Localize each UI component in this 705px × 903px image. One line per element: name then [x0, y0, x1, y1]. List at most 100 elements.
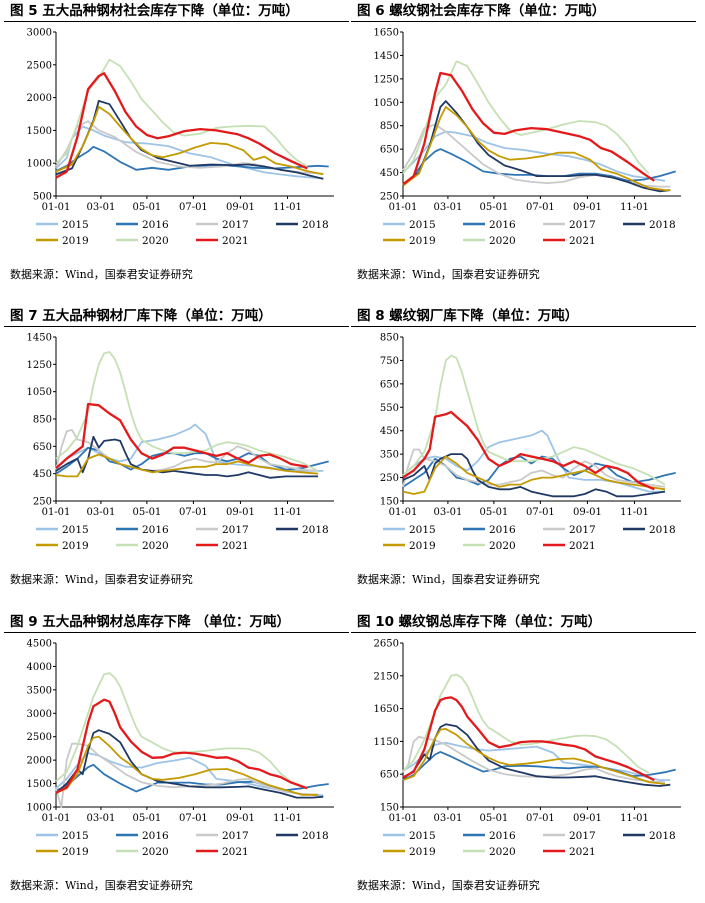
- legend-label-2018: 2018: [302, 219, 329, 231]
- series-line-2015: [402, 130, 666, 182]
- y-tick-label: 4000: [27, 662, 52, 673]
- y-tick-label: 1250: [374, 74, 399, 85]
- chart-title: 图 10 螺纹钢总库存下降（单位：万吨）: [351, 611, 696, 633]
- y-tick-label: 4500: [27, 639, 52, 650]
- series-line-2018: [402, 453, 666, 498]
- series-line-2016: [402, 148, 676, 186]
- x-tick-label: 07-01: [526, 202, 555, 213]
- y-tick-label: 3000: [27, 709, 52, 720]
- y-tick-label: 450: [380, 426, 399, 437]
- legend-label-2015: 2015: [62, 830, 89, 842]
- legend-label-2016: 2016: [489, 830, 516, 842]
- legend-label-2017: 2017: [222, 830, 249, 842]
- legend-label-2019: 2019: [62, 540, 89, 552]
- y-tick-label: 2650: [374, 639, 399, 650]
- series-line-2017: [402, 123, 671, 188]
- legend-label-2016: 2016: [142, 830, 169, 842]
- chart-source: 数据来源：Wind，国泰君安证券研究: [357, 573, 540, 586]
- legend-label-2015: 2015: [409, 219, 436, 231]
- x-tick-label: 03-01: [433, 507, 462, 518]
- series-line-2021: [402, 410, 655, 491]
- x-tick-label: 07-01: [179, 202, 208, 213]
- x-tick-label: 11-01: [273, 202, 302, 213]
- legend-label-2021: 2021: [569, 846, 596, 858]
- x-tick-label: 05-01: [479, 507, 508, 518]
- legend-label-2019: 2019: [62, 846, 89, 858]
- legend-label-2016: 2016: [489, 219, 516, 231]
- x-tick-label: 09-01: [573, 202, 602, 213]
- y-tick-label: 1050: [374, 98, 399, 109]
- chart-panel-8: 图 8 螺纹钢厂库下降（单位：万吨） 150 250 350 450 550 650 750…: [351, 305, 696, 597]
- y-tick-label: 150: [380, 803, 399, 814]
- y-tick-label: 750: [380, 356, 399, 367]
- x-tick-label: 05-01: [479, 202, 508, 213]
- y-tick-label: 2500: [27, 732, 52, 743]
- chart-title: 图 7 五大品种钢材厂库下降（单位：万吨）: [4, 305, 349, 327]
- chart-svg: 250 450 650 850 1050 1250 1450 1650 01-01 03-01 05…: [374, 28, 681, 247]
- y-tick-label: 3000: [27, 28, 52, 39]
- x-tick-label: 05-01: [132, 507, 161, 518]
- y-tick-label: 1150: [374, 737, 399, 748]
- x-tick-label: 03-01: [433, 813, 462, 824]
- chart-svg: 1000 1500 2000 2500 3000 3500 4000 4500 01-01 03-…: [27, 639, 334, 858]
- y-tick-label: 1500: [27, 126, 52, 137]
- x-tick-label: 11-01: [273, 507, 302, 518]
- series-line-2018: [55, 729, 324, 799]
- legend-label-2016: 2016: [142, 219, 169, 231]
- chart-panel-6: 图 6 螺纹钢社会库存下降（单位：万吨） 250 450 650 850 1050 125…: [351, 0, 696, 292]
- legend-label-2019: 2019: [62, 235, 89, 247]
- y-tick-label: 850: [380, 121, 399, 132]
- legend-label-2017: 2017: [569, 524, 596, 536]
- legend-label-2015: 2015: [409, 830, 436, 842]
- x-tick-label: 01-01: [42, 813, 71, 824]
- legend-label-2020: 2020: [142, 846, 169, 858]
- y-tick-label: 1450: [27, 333, 52, 344]
- y-tick-label: 650: [380, 379, 399, 390]
- chart-source: 数据来源：Wind，国泰君安证券研究: [10, 268, 193, 281]
- x-tick-label: 03-01: [433, 202, 462, 213]
- chart-source: 数据来源：Wind，国泰君安证券研究: [10, 573, 193, 586]
- legend-label-2019: 2019: [409, 235, 436, 247]
- series-line-2020: [55, 58, 308, 168]
- y-tick-label: 350: [380, 450, 399, 461]
- series-line-2018: [402, 100, 671, 193]
- legend-label-2018: 2018: [649, 219, 676, 231]
- chart-svg: 250 450 650 850 1050 1250 1450 01-01 03-01 05-01 0…: [27, 333, 334, 552]
- x-tick-label: 09-01: [573, 813, 602, 824]
- series-line-2019: [55, 105, 324, 176]
- series-line-2021: [55, 402, 308, 470]
- legend-label-2017: 2017: [569, 830, 596, 842]
- chart-title: 图 6 螺纹钢社会库存下降（单位：万吨）: [351, 0, 696, 22]
- y-tick-label: 650: [33, 442, 52, 453]
- series-line-2016: [55, 145, 329, 172]
- legend-label-2019: 2019: [409, 846, 436, 858]
- x-tick-label: 11-01: [620, 202, 649, 213]
- y-tick-label: 450: [380, 168, 399, 179]
- series-line-2017: [402, 448, 666, 488]
- chart-source: 数据来源：Wind，国泰君安证券研究: [10, 879, 193, 892]
- y-tick-label: 1000: [27, 159, 52, 170]
- legend-label-2021: 2021: [569, 540, 596, 552]
- series-line-2019: [55, 453, 319, 478]
- x-tick-label: 09-01: [226, 813, 255, 824]
- legend-label-2019: 2019: [409, 540, 436, 552]
- y-tick-label: 2000: [27, 756, 52, 767]
- chart-svg: 150 650 1150 1650 2150 2650 01-01 03-01 05-01 07-…: [374, 639, 681, 858]
- legend-label-2020: 2020: [489, 540, 516, 552]
- x-tick-label: 09-01: [573, 507, 602, 518]
- chart-panel-7: 图 7 五大品种钢材厂库下降（单位：万吨） 250 450 650 850 1050 12…: [4, 305, 349, 597]
- chart-source: 数据来源：Wind，国泰君安证券研究: [357, 879, 540, 892]
- series-line-2018: [402, 723, 671, 787]
- y-tick-label: 550: [380, 403, 399, 414]
- series-line-2019: [402, 106, 671, 191]
- chart-title: 图 5 五大品种钢材社会库存下降（单位：万吨）: [4, 0, 349, 22]
- y-tick-label: 500: [33, 192, 52, 203]
- x-tick-label: 01-01: [42, 202, 71, 213]
- x-tick-label: 03-01: [86, 202, 115, 213]
- x-tick-label: 05-01: [132, 813, 161, 824]
- legend-label-2017: 2017: [569, 219, 596, 231]
- chart-title: 图 8 螺纹钢厂库下降（单位：万吨）: [351, 305, 696, 327]
- chart-svg: 500 1000 1500 2000 2500 3000 01-01 03-01 05-01 07…: [27, 28, 334, 247]
- y-tick-label: 1000: [27, 803, 52, 814]
- y-tick-label: 1250: [27, 360, 52, 371]
